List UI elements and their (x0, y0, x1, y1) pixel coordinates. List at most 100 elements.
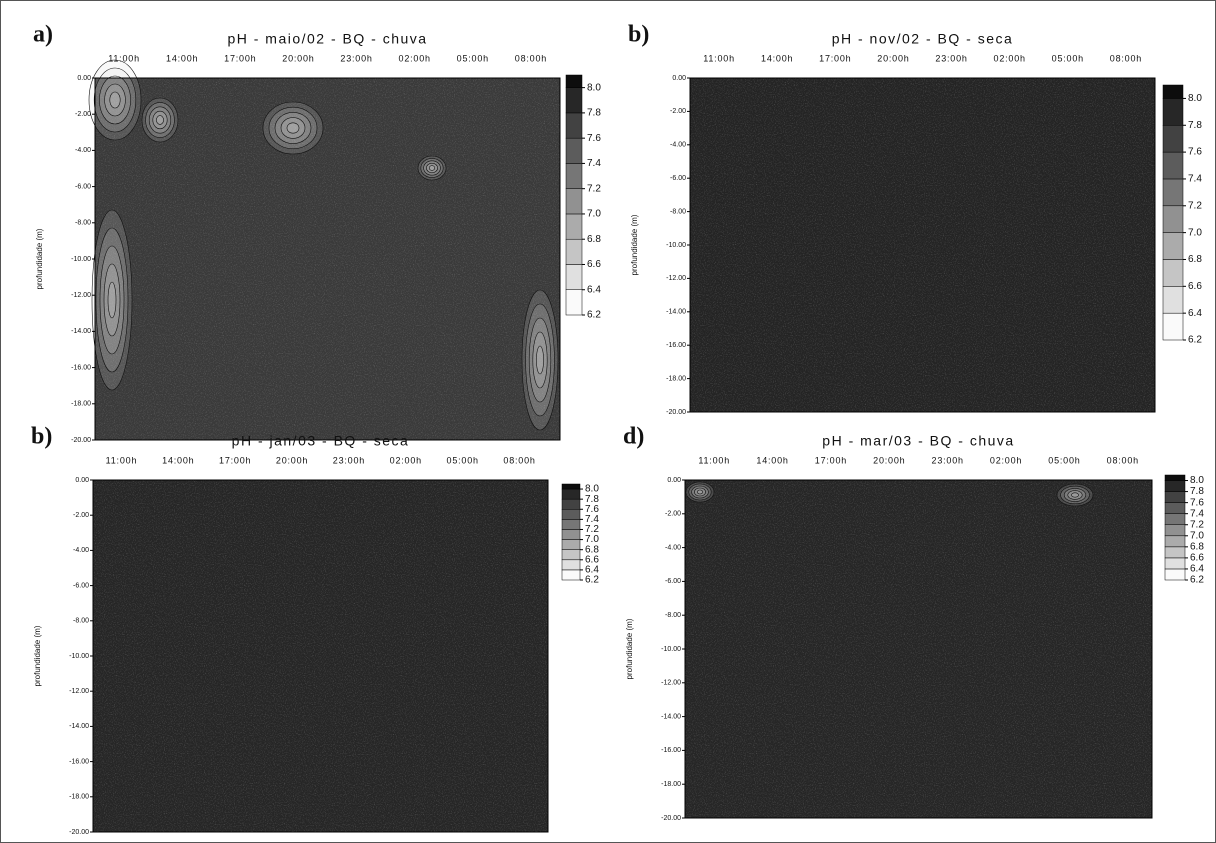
contour-line (525, 303, 555, 417)
x-tick-label: 14:00h (761, 53, 793, 63)
y-tick-label: -2.00 (665, 511, 681, 518)
x-tick-label: 02:00h (399, 53, 431, 63)
colorbar-tick-label: 7.4 (585, 514, 599, 525)
colorbar-tick-label: 8.0 (587, 82, 601, 93)
y-tick-label: 0.00 (667, 477, 681, 484)
contour-line (286, 122, 300, 134)
y-tick-label: -14.00 (69, 723, 89, 730)
y-axis-label: profundidade (m) (630, 214, 639, 275)
colorbar-level (561, 549, 581, 561)
colorbar-level (561, 488, 581, 500)
colorbar-level (565, 264, 583, 290)
y-tick-label: -10.00 (71, 256, 91, 263)
colorbar-level (561, 483, 581, 490)
y-tick-label: -8.00 (75, 220, 91, 227)
y-tick-label: -18.00 (69, 794, 89, 801)
field-grain (690, 78, 1155, 412)
y-tick-label: -18.00 (666, 375, 686, 382)
x-tick-label: 02:00h (390, 455, 422, 465)
panel: a) pH - maio/02 - BQ - chuva 11:00h 14:00h 1… (33, 22, 601, 444)
colorbar-tick-label: 7.4 (587, 158, 601, 169)
x-tick-label: 23:00h (932, 455, 964, 465)
y-axis-label: profundidade (m) (35, 228, 44, 289)
colorbar-level (1164, 474, 1186, 481)
x-tick-label: 17:00h (819, 53, 851, 63)
x-tick-label: 08:00h (503, 455, 535, 465)
contour-line (107, 281, 117, 319)
contour-line (152, 110, 168, 130)
colorbar-level (561, 569, 581, 581)
contour-line (274, 112, 312, 144)
contour-line (1063, 488, 1087, 502)
contour-line (148, 106, 172, 134)
panel-label: b) (31, 424, 52, 450)
y-tick-label: -10.00 (69, 653, 89, 660)
colorbar-level (1164, 535, 1186, 548)
x-tick-label: 11:00h (703, 53, 735, 63)
colorbar-tick-label: 7.0 (585, 534, 599, 545)
colorbar-level (1162, 259, 1184, 287)
contour-line (696, 489, 704, 495)
colorbar-tick-label: 6.2 (1188, 335, 1202, 346)
colorbar-level (565, 163, 583, 189)
panel-label: d) (623, 424, 644, 450)
contour-line (280, 117, 306, 139)
colorbar-tick-label: 6.2 (585, 575, 599, 586)
contour-line (104, 83, 126, 117)
colorbar-level (565, 188, 583, 215)
colorbar-tick-label: 6.4 (1188, 308, 1202, 319)
y-tick-label: -12.00 (666, 275, 686, 282)
y-tick-label: -4.00 (665, 544, 681, 551)
colorbar-tick-label: 7.0 (1188, 227, 1202, 238)
colorbar-level (1162, 205, 1184, 233)
colorbar-level (1162, 312, 1184, 341)
colorbar-level (565, 289, 583, 316)
colorbar-level (1162, 125, 1184, 153)
contour-line (1060, 485, 1090, 505)
panel-label: b) (628, 22, 649, 48)
colorbar-tick-label: 6.6 (1190, 553, 1204, 564)
y-tick-label: -16.00 (661, 747, 681, 754)
y-tick-label: -18.00 (71, 401, 91, 408)
x-tick-label: 23:00h (333, 455, 365, 465)
contour-line (528, 317, 552, 403)
y-tick-label: 0.00 (672, 75, 686, 82)
y-tick-label: -8.00 (665, 612, 681, 619)
panel: d) pH - mar/03 - BQ - chuva 11:00h 14:00h 17… (623, 424, 1204, 822)
colorbar-tick-label: 7.6 (587, 133, 601, 144)
colorbar-level (565, 112, 583, 139)
chart-title: pH - maio/02 - BQ - chuva (227, 31, 427, 47)
contour-line (521, 289, 559, 431)
y-tick-label: -18.00 (661, 781, 681, 788)
colorbar-level (561, 529, 581, 540)
contour-line (268, 106, 318, 150)
x-tick-label: 17:00h (815, 455, 847, 465)
colorbar-tick-label: 6.4 (1190, 564, 1204, 575)
colorbar-tick-label: 7.0 (587, 209, 601, 220)
colorbar-tick-label: 6.2 (1190, 575, 1204, 586)
contour-line (1071, 492, 1079, 498)
colorbar-tick-label: 8.0 (1188, 93, 1202, 104)
y-tick-label: -2.00 (75, 111, 91, 118)
y-tick-label: -16.00 (666, 342, 686, 349)
y-tick-label: -4.00 (75, 147, 91, 154)
chart-title: pH - nov/02 - BQ - seca (832, 31, 1014, 47)
panel-label: a) (33, 22, 53, 48)
y-tick-label: 0.00 (75, 477, 89, 484)
x-tick-label: 05:00h (1052, 53, 1084, 63)
colorbar-level (1164, 568, 1186, 581)
y-tick-label: -6.00 (665, 578, 681, 585)
colorbar-level (1162, 151, 1184, 180)
colorbar-tick-label: 6.4 (585, 565, 599, 576)
y-tick-label: -12.00 (69, 688, 89, 695)
x-tick-label: 02:00h (994, 53, 1026, 63)
contour-line (109, 91, 121, 109)
colorbar-tick-label: 7.8 (587, 108, 601, 119)
colorbar-level (1164, 513, 1186, 525)
colorbar-level (1162, 178, 1184, 207)
x-tick-label: 20:00h (873, 455, 905, 465)
panel: b) pH - jan/03 - BQ - seca 11:00h 14:00h 17:… (31, 424, 599, 836)
x-tick-label: 20:00h (282, 53, 314, 63)
contour-line (91, 209, 133, 391)
